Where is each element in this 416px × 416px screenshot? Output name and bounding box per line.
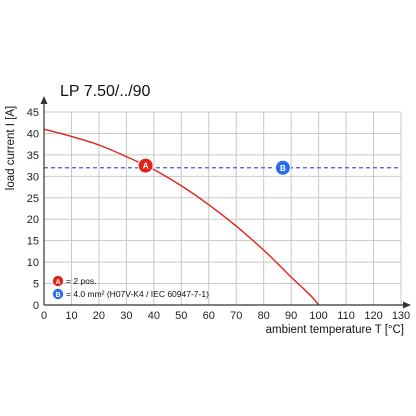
grid (43, 111, 402, 306)
x-axis-label: ambient temperature T [°C] (266, 324, 404, 336)
marker-b: B (274, 159, 291, 176)
y-tick-label-15: 15 (27, 236, 39, 248)
y-tick-label-0: 0 (33, 300, 39, 312)
legend: A = 2 pos. B = 4.0 mm² (H07V-K4 / IEC 60947… (52, 275, 209, 300)
x-tick-label-80: 80 (258, 310, 270, 322)
marker-a-circle (137, 157, 154, 174)
x-tick-label-130: 130 (392, 310, 410, 322)
legend-a-icon (52, 275, 64, 287)
x-tick-label-100: 100 (309, 310, 327, 322)
legend-entry-b: B = 4.0 mm² (H07V-K4 / IEC 60947-7-1) (52, 288, 209, 300)
x-axis-arrow-icon (403, 301, 411, 309)
x-tick-label-50: 50 (175, 310, 187, 322)
x-tick-label-20: 20 (93, 310, 105, 322)
y-axis-arrow-icon (40, 96, 48, 104)
y-tick-label-10: 10 (27, 257, 39, 269)
x-tick-label-110: 110 (337, 310, 355, 322)
legend-a-text: = 2 pos. (66, 276, 96, 286)
y-axis-label: load current I [A] (5, 106, 17, 190)
legend-b-letter: B (55, 292, 60, 299)
marker-a: A (137, 157, 154, 174)
legend-b-text: = 4.0 mm² (H07V-K4 / IEC 60947-7-1) (66, 289, 209, 299)
x-tick-label-90: 90 (285, 310, 297, 322)
marker-b-label: B (280, 164, 286, 173)
x-tick-label-120: 120 (364, 310, 382, 322)
x-tick-label-40: 40 (148, 310, 160, 322)
y-tick-label-25: 25 (27, 193, 39, 205)
x-tick-label-70: 70 (230, 310, 242, 322)
x-tick-label-10: 10 (65, 310, 77, 322)
x-tick-label-60: 60 (203, 310, 215, 322)
y-tick-label-20: 20 (27, 214, 39, 226)
legend-a-letter: A (55, 279, 60, 286)
series (43, 128, 401, 306)
legend-entry-a: A = 2 pos. (52, 275, 96, 287)
legend-b-icon (52, 288, 64, 300)
y-tick-label-35: 35 (27, 150, 39, 162)
x-tick-label-0: 0 (41, 310, 47, 322)
y-tick-label-30: 30 (27, 171, 39, 183)
tick-labels: 0 10 20 30 40 50 60 70 80 90 100 110 120 130 0 5 10 15 20 2… (27, 107, 410, 322)
y-tick-label-5: 5 (33, 279, 39, 291)
marker-a-label: A (143, 162, 149, 171)
y-tick-label-40: 40 (27, 128, 39, 140)
x-tick-label-30: 30 (120, 310, 132, 322)
marker-b-circle (274, 159, 291, 176)
chart-title: LP 7.50/../90 (60, 83, 151, 100)
derating-curve (43, 128, 320, 306)
axes (40, 96, 411, 309)
y-tick-label-45: 45 (27, 107, 39, 119)
